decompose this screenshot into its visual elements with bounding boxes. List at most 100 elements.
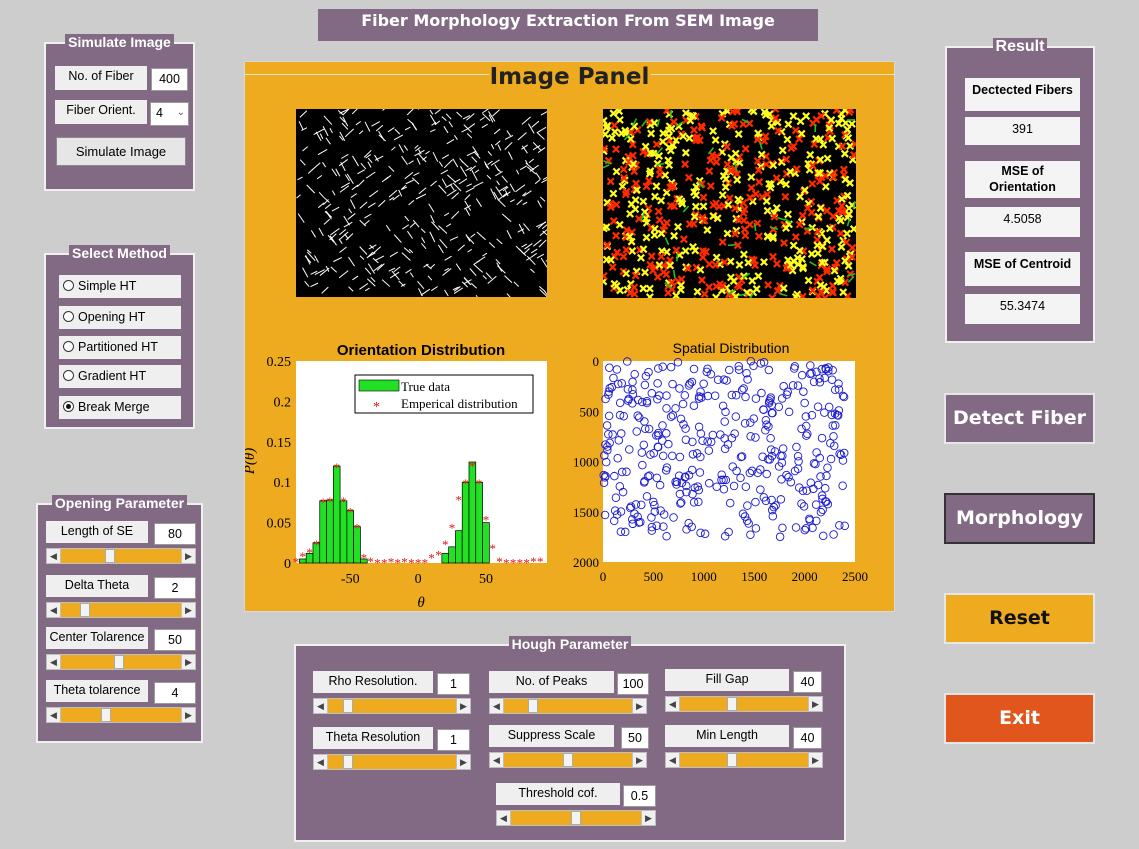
spatial-point <box>706 369 716 379</box>
suppress-scale-input[interactable]: 50 <box>621 727 649 749</box>
fiber-line <box>322 126 329 137</box>
slider-right-arrow-icon[interactable]: ▶ <box>641 811 655 825</box>
fill-gap-slider[interactable]: ◀ ▶ <box>665 696 823 712</box>
detected-segment <box>777 216 786 221</box>
center-tolarence-input[interactable]: 50 <box>154 629 196 651</box>
slider-thumb[interactable] <box>100 708 111 722</box>
detected-segment <box>623 133 631 141</box>
slider-right-arrow-icon[interactable]: ▶ <box>808 753 822 767</box>
theta-tolarence-slider[interactable]: ◀ ▶ <box>46 707 196 723</box>
min-length-input[interactable]: 40 <box>793 727 822 749</box>
method-option-gradient-ht[interactable]: Gradient HT <box>59 365 181 388</box>
slider-thumb[interactable] <box>727 753 738 767</box>
num-fiber-label: No. of Fiber <box>55 66 147 90</box>
slider-thumb[interactable] <box>563 753 573 767</box>
slider-left-arrow-icon[interactable]: ◀ <box>47 655 61 669</box>
detected-marker <box>603 272 608 280</box>
spatial-point <box>681 424 690 433</box>
slider-left-arrow-icon[interactable]: ◀ <box>314 755 328 769</box>
delta-theta-input[interactable]: 2 <box>154 577 196 599</box>
slider-thumb[interactable] <box>727 697 738 711</box>
theta-tolarence-input[interactable]: 4 <box>154 682 196 704</box>
no-of-peaks-input[interactable]: 100 <box>617 673 649 695</box>
center-tolarence-slider[interactable]: ◀ ▶ <box>46 654 196 670</box>
fiber-line <box>325 210 332 218</box>
fiber-line <box>329 233 337 241</box>
length-of-se-input[interactable]: 80 <box>154 523 196 545</box>
theta-resolution-slider[interactable]: ◀ ▶ <box>313 754 471 770</box>
slider-left-arrow-icon[interactable]: ◀ <box>47 708 61 722</box>
detected-marker <box>724 200 733 209</box>
rho-resolution-slider[interactable]: ◀ ▶ <box>313 698 471 714</box>
threshold-cof-slider[interactable]: ◀ ▶ <box>496 810 656 826</box>
slider-thumb[interactable] <box>527 699 538 713</box>
slider-thumb[interactable] <box>343 755 354 769</box>
threshold-cof-input[interactable]: 0.5 <box>623 785 656 807</box>
min-length-label: Min Length <box>665 725 789 747</box>
simulate-image-button[interactable]: Simulate Image <box>56 137 186 166</box>
detected-marker <box>709 201 718 210</box>
spatial-point <box>835 449 844 458</box>
slider-left-arrow-icon[interactable]: ◀ <box>490 699 504 713</box>
method-option-opening-ht[interactable]: Opening HT <box>59 306 181 329</box>
min-length-slider[interactable]: ◀ ▶ <box>665 752 823 768</box>
slider-thumb[interactable] <box>571 811 581 825</box>
spatial-point <box>656 506 665 515</box>
suppress-scale-slider[interactable]: ◀ ▶ <box>489 752 647 768</box>
slider-right-arrow-icon[interactable]: ▶ <box>181 655 195 669</box>
detected-segment <box>784 218 792 224</box>
fill-gap-input[interactable]: 40 <box>793 671 822 693</box>
detected-marker <box>821 182 830 191</box>
detected-marker <box>612 200 621 209</box>
method-option-break-merge[interactable]: Break Merge <box>59 396 181 419</box>
detected-marker <box>709 127 718 136</box>
fiber-orient-select[interactable]: 4 ⌄ <box>150 102 189 126</box>
slider-thumb[interactable] <box>79 603 90 617</box>
slider-left-arrow-icon[interactable]: ◀ <box>47 603 61 617</box>
no-of-peaks-slider[interactable]: ◀ ▶ <box>489 698 647 714</box>
delta-theta-slider[interactable]: ◀ ▶ <box>46 602 196 618</box>
detected-marker <box>651 263 660 272</box>
slider-right-arrow-icon[interactable]: ▶ <box>456 755 470 769</box>
slider-right-arrow-icon[interactable]: ▶ <box>181 708 195 722</box>
detected-marker <box>808 161 817 170</box>
detected-marker <box>846 142 855 150</box>
hough-parameter-panel: Hough Parameter Rho Resolution. 1 ◀ ▶ No. of… <box>294 636 846 842</box>
slider-left-arrow-icon[interactable]: ◀ <box>490 753 504 767</box>
slider-right-arrow-icon[interactable]: ▶ <box>808 697 822 711</box>
slider-left-arrow-icon[interactable]: ◀ <box>666 753 680 767</box>
fiber-line <box>532 239 542 247</box>
fiber-line <box>357 169 366 175</box>
slider-thumb[interactable] <box>343 699 354 713</box>
detected-marker <box>810 140 819 149</box>
slider-right-arrow-icon[interactable]: ▶ <box>632 699 646 713</box>
slider-right-arrow-icon[interactable]: ▶ <box>456 699 470 713</box>
slider-left-arrow-icon[interactable]: ◀ <box>47 549 61 563</box>
length-of-se-slider[interactable]: ◀ ▶ <box>46 548 196 564</box>
num-fiber-input[interactable]: 400 <box>151 68 188 91</box>
slider-thumb[interactable] <box>113 655 124 669</box>
detected-marker <box>741 231 750 240</box>
method-option-partitioned-ht[interactable]: Partitioned HT <box>59 336 181 359</box>
fiber-line <box>475 198 482 207</box>
detect-fiber-button[interactable]: Detect Fiber <box>944 393 1095 444</box>
detected-marker <box>735 282 744 291</box>
slider-right-arrow-icon[interactable]: ▶ <box>181 549 195 563</box>
spatial-point <box>649 497 658 507</box>
slider-right-arrow-icon[interactable]: ▶ <box>181 603 195 617</box>
detected-marker <box>622 187 631 196</box>
rho-resolution-input[interactable]: 1 <box>437 673 470 695</box>
slider-thumb[interactable] <box>105 549 115 563</box>
slider-left-arrow-icon[interactable]: ◀ <box>497 811 511 825</box>
exit-button[interactable]: Exit <box>944 693 1095 744</box>
spatial-point <box>647 513 656 522</box>
detected-marker <box>813 249 822 258</box>
slider-left-arrow-icon[interactable]: ◀ <box>314 699 328 713</box>
slider-right-arrow-icon[interactable]: ▶ <box>632 753 646 767</box>
theta-resolution-input[interactable]: 1 <box>437 729 470 751</box>
morphology-button[interactable]: Morphology <box>944 493 1095 544</box>
reset-button[interactable]: Reset <box>944 593 1095 644</box>
method-option-simple-ht[interactable]: Simple HT <box>59 275 181 298</box>
fiber-line <box>461 160 469 168</box>
slider-left-arrow-icon[interactable]: ◀ <box>666 697 680 711</box>
